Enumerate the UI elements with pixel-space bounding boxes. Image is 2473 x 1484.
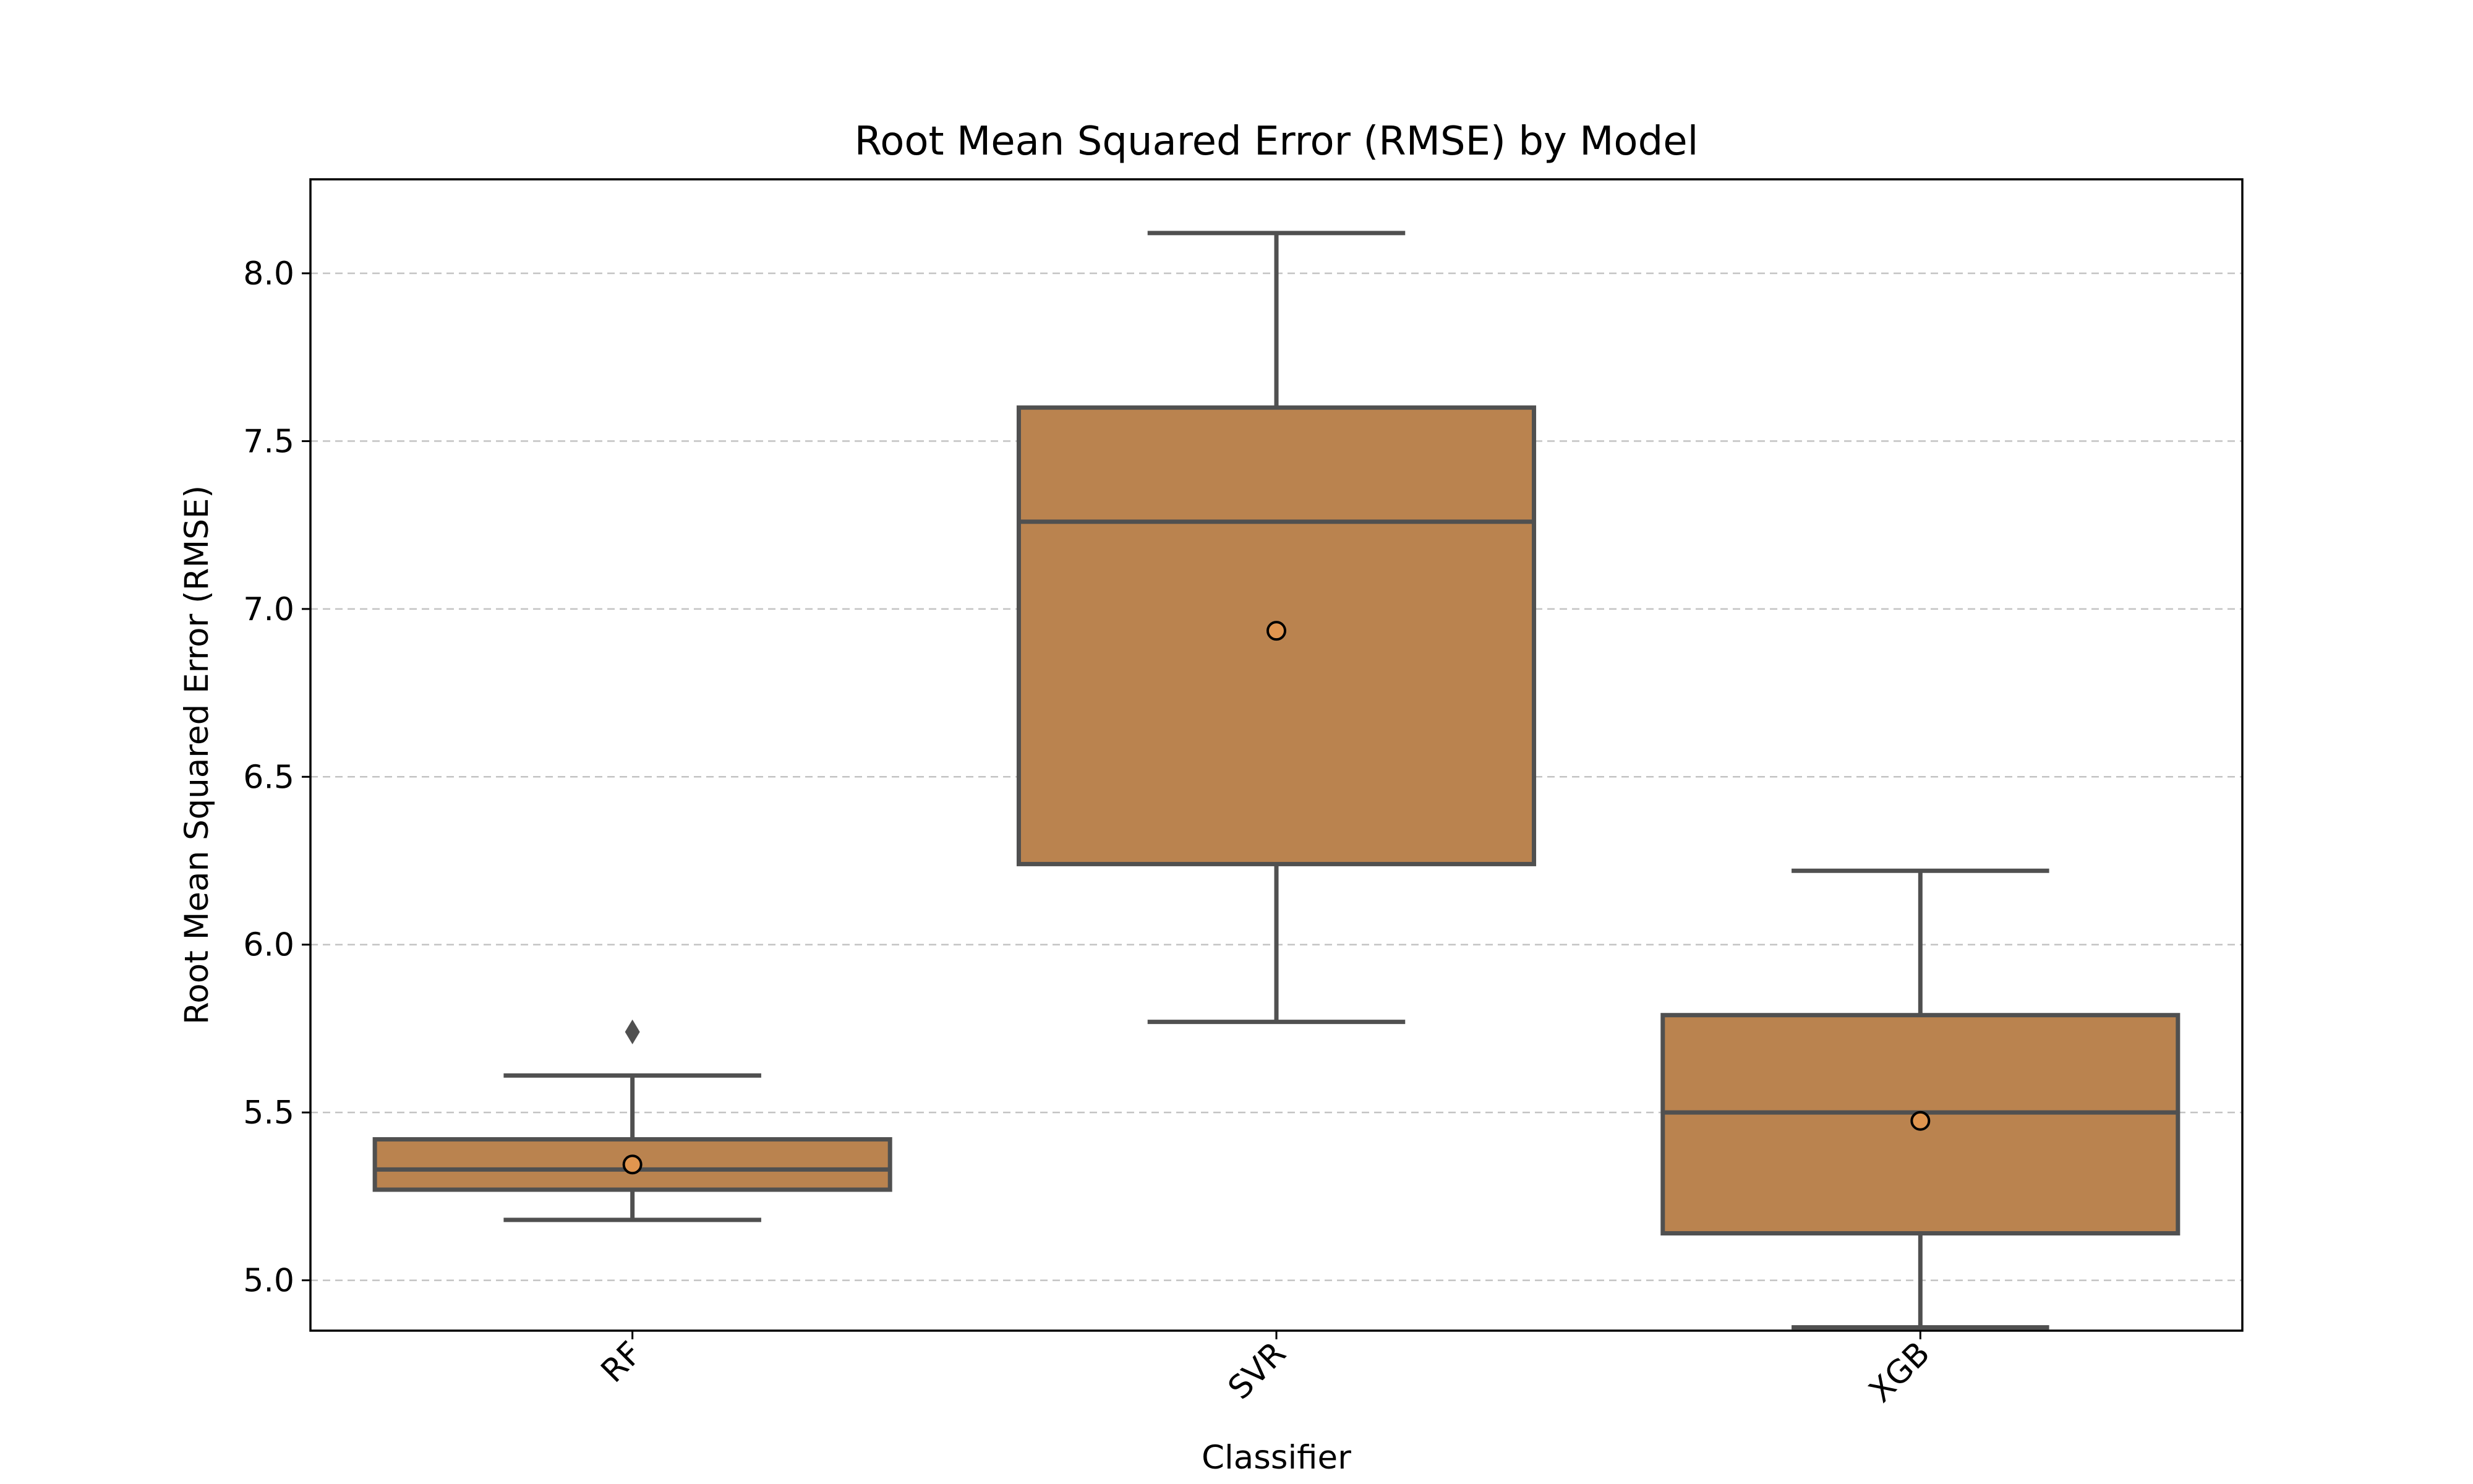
box-xgb — [1660, 868, 2180, 1330]
mean-marker — [1910, 1111, 1931, 1131]
mean-marker — [1266, 621, 1286, 641]
x-axis-label: Classifier — [1202, 1439, 1351, 1477]
y-tick-label: 5.0 — [243, 1263, 294, 1300]
box-series — [372, 231, 2180, 1330]
mean-marker — [622, 1154, 643, 1175]
outlier-point — [625, 1019, 640, 1044]
y-tick-label: 7.5 — [243, 423, 294, 460]
y-axis: 5.0 5.5 6.0 6.5 7.0 7.5 8.0 — [243, 255, 310, 1300]
y-axis-label: Root Mean Squared Error (RMSE) — [178, 485, 216, 1025]
y-tick-label: 5.5 — [243, 1094, 294, 1132]
chart-title: Root Mean Squared Error (RMSE) by Model — [855, 119, 1699, 164]
box-rf — [372, 1019, 892, 1222]
box-svr — [1016, 231, 1537, 1025]
y-tick-label: 7.0 — [243, 591, 294, 628]
y-tick-label: 6.5 — [243, 759, 294, 796]
y-tick-label: 8.0 — [243, 255, 294, 292]
y-tick-label: 6.0 — [243, 927, 294, 964]
